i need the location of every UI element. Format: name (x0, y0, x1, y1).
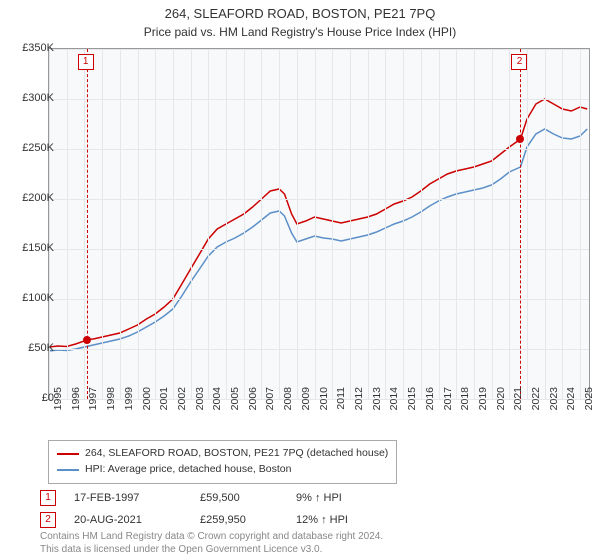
sale-marker-1: 1 (40, 490, 56, 506)
x-axis-label: 2024 (565, 387, 577, 417)
x-axis-label: 2022 (530, 387, 542, 417)
legend-item-hpi: HPI: Average price, detached house, Bost… (57, 462, 388, 478)
y-axis-label: £100K (14, 292, 54, 304)
y-axis-label: £150K (14, 242, 54, 254)
legend-label: HPI: Average price, detached house, Bost… (85, 462, 291, 478)
chart-marker-1: 1 (78, 54, 94, 70)
x-axis-label: 2015 (406, 387, 418, 417)
series-property (49, 99, 587, 347)
x-axis-label: 2000 (141, 387, 153, 417)
x-axis-label: 2004 (211, 387, 223, 417)
chart-subtitle: Price paid vs. HM Land Registry's House … (0, 23, 600, 43)
x-axis-label: 2016 (424, 387, 436, 417)
x-axis-label: 2007 (264, 387, 276, 417)
chart-title: 264, SLEAFORD ROAD, BOSTON, PE21 7PQ (0, 0, 600, 23)
legend-item-property: 264, SLEAFORD ROAD, BOSTON, PE21 7PQ (de… (57, 446, 388, 462)
x-axis-label: 2001 (158, 387, 170, 417)
y-axis-label: £350K (14, 42, 54, 54)
x-axis-label: 2012 (353, 387, 365, 417)
sale-hpi: 12% ↑ HPI (296, 514, 348, 526)
x-axis-label: 1997 (87, 387, 99, 417)
sale-price: £259,950 (200, 514, 290, 526)
y-axis-label: £50K (14, 342, 54, 354)
sale-marker-2: 2 (40, 512, 56, 528)
x-axis-label: 2018 (459, 387, 471, 417)
x-axis-label: 2011 (335, 387, 347, 417)
chart-marker-2: 2 (511, 54, 527, 70)
chart-marker-dot-2 (516, 135, 524, 143)
x-axis-label: 2008 (282, 387, 294, 417)
sale-date: 17-FEB-1997 (74, 492, 194, 504)
sale-price: £59,500 (200, 492, 290, 504)
x-axis-label: 2025 (583, 387, 595, 417)
y-axis-label: £250K (14, 142, 54, 154)
sale-row: 2 20-AUG-2021 £259,950 12% ↑ HPI (40, 512, 348, 528)
footer-line-2: This data is licensed under the Open Gov… (40, 544, 322, 555)
x-axis-label: 2002 (176, 387, 188, 417)
legend: 264, SLEAFORD ROAD, BOSTON, PE21 7PQ (de… (48, 440, 397, 484)
x-axis-label: 2006 (247, 387, 259, 417)
x-axis-label: 2021 (512, 387, 524, 417)
chart-marker-dot-1 (83, 336, 91, 344)
legend-swatch (57, 453, 79, 455)
x-axis-label: 2009 (300, 387, 312, 417)
x-axis-label: 2005 (229, 387, 241, 417)
x-axis-label: 1998 (105, 387, 117, 417)
sale-date: 20-AUG-2021 (74, 514, 194, 526)
series-hpi (49, 129, 587, 351)
legend-swatch (57, 469, 79, 471)
chart-container: 264, SLEAFORD ROAD, BOSTON, PE21 7PQ Pri… (0, 0, 600, 560)
y-axis-label: £0 (14, 392, 54, 404)
x-axis-label: 2010 (318, 387, 330, 417)
x-axis-label: 2003 (194, 387, 206, 417)
plot-area (48, 48, 590, 400)
legend-label: 264, SLEAFORD ROAD, BOSTON, PE21 7PQ (de… (85, 446, 388, 462)
y-axis-label: £300K (14, 92, 54, 104)
x-axis-label: 2020 (495, 387, 507, 417)
chart-lines (49, 49, 589, 399)
footer-attribution: Contains HM Land Registry data © Crown c… (40, 530, 383, 556)
x-axis-label: 1995 (52, 387, 64, 417)
x-axis-label: 1999 (123, 387, 135, 417)
x-axis-label: 2014 (388, 387, 400, 417)
y-axis-label: £200K (14, 192, 54, 204)
sale-hpi: 9% ↑ HPI (296, 492, 342, 504)
x-axis-label: 2017 (442, 387, 454, 417)
x-axis-label: 2019 (477, 387, 489, 417)
x-axis-label: 1996 (70, 387, 82, 417)
x-axis-label: 2023 (548, 387, 560, 417)
sale-row: 1 17-FEB-1997 £59,500 9% ↑ HPI (40, 490, 342, 506)
x-axis-label: 2013 (371, 387, 383, 417)
footer-line-1: Contains HM Land Registry data © Crown c… (40, 531, 383, 542)
